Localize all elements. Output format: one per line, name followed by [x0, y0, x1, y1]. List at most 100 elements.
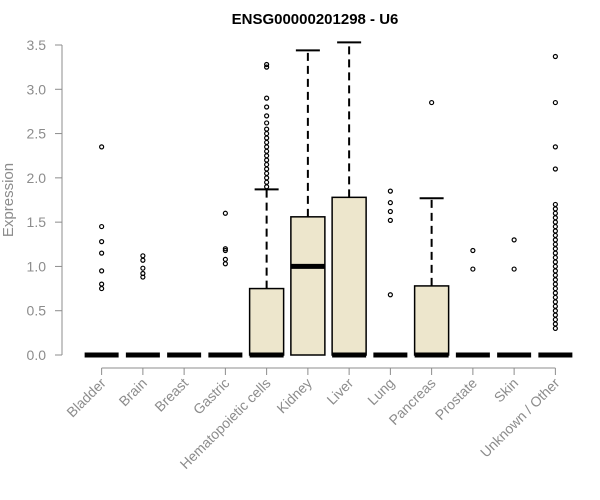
box-6 — [290, 49, 326, 356]
outlier-point — [99, 250, 105, 256]
outlier-point — [552, 99, 558, 106]
outlier-point — [552, 263, 558, 270]
outlier-point — [264, 179, 270, 185]
outlier-point — [222, 247, 228, 254]
outlier-point — [429, 99, 435, 106]
outlier-point — [511, 266, 517, 272]
x-tick-label: Kidney — [273, 375, 315, 417]
outlier-point — [387, 292, 393, 298]
outlier-point — [264, 95, 270, 101]
outlier-point — [264, 135, 270, 141]
outlier-point — [552, 321, 558, 327]
outlier-point — [264, 139, 270, 146]
outlier-point — [264, 61, 270, 68]
box-7 — [331, 41, 367, 358]
box-4 — [208, 210, 243, 358]
outlier-point — [552, 312, 558, 318]
outlier-point — [264, 170, 270, 177]
outlier-point — [552, 259, 558, 265]
outlier-point — [552, 325, 558, 332]
outlier-point — [552, 277, 558, 283]
outlier-point — [552, 237, 558, 243]
x-tick-label: Breast — [151, 375, 191, 415]
box-body — [331, 196, 367, 356]
outlier-point — [470, 247, 476, 254]
outlier-point — [140, 253, 146, 259]
outlier-point — [264, 148, 270, 154]
box-11 — [497, 237, 532, 358]
box-5 — [248, 61, 285, 358]
outlier-point — [552, 53, 558, 60]
outlier-point — [552, 223, 558, 230]
outlier-point — [552, 210, 558, 216]
outlier-point — [552, 206, 558, 212]
outlier-point — [552, 144, 558, 150]
outlier-point — [552, 241, 558, 247]
outlier-point — [470, 266, 476, 272]
y-axis-ticks: 0.0 0.5 1.0 1.5 2.0 2.5 3.0 3.5 — [27, 37, 62, 363]
outlier-point — [552, 308, 558, 314]
outlier-point — [140, 257, 146, 263]
box-body — [413, 285, 450, 356]
outlier-point — [552, 246, 558, 252]
outlier-point — [552, 250, 558, 256]
y-tick-label: 2.5 — [27, 126, 47, 142]
outlier-point — [552, 281, 558, 287]
outlier-point — [387, 217, 393, 223]
outlier-point — [552, 290, 558, 296]
outlier-point — [387, 200, 393, 206]
box-9 — [413, 99, 450, 358]
outlier-point — [222, 210, 228, 216]
outlier-point — [264, 64, 270, 70]
outlier-point — [99, 144, 105, 150]
outlier-point — [222, 246, 228, 252]
outlier-point — [264, 130, 270, 137]
outlier-point — [264, 144, 270, 150]
outlier-point — [511, 237, 517, 243]
box-body — [248, 287, 285, 356]
box-body — [290, 216, 326, 356]
outlier-point — [264, 113, 270, 119]
y-tick-label: 2.0 — [27, 170, 47, 186]
x-tick-label: Prostate — [432, 375, 480, 423]
outlier-point — [264, 161, 270, 168]
outlier-point — [264, 157, 270, 163]
box-8 — [373, 188, 408, 358]
outlier-point — [552, 299, 558, 305]
outlier-point — [552, 294, 558, 301]
box-12 — [538, 53, 573, 358]
x-tick-label: Bladder — [63, 375, 109, 421]
outlier-point — [264, 120, 270, 126]
outlier-point — [99, 239, 105, 245]
y-tick-label: 3.5 — [27, 37, 47, 53]
outlier-point — [552, 285, 558, 292]
outlier-point — [552, 219, 558, 225]
outlier-point — [264, 166, 270, 172]
x-tick-label: Lung — [364, 375, 397, 408]
outlier-point — [387, 188, 393, 194]
box-2 — [125, 253, 160, 358]
outlier-point — [264, 126, 270, 132]
outlier-point — [552, 215, 558, 221]
y-tick-label: 0.5 — [27, 303, 47, 319]
outlier-point — [552, 316, 558, 323]
x-tick-label: Skin — [491, 375, 522, 406]
outlier-point — [552, 232, 558, 239]
outlier-point — [264, 175, 270, 181]
outlier-point — [222, 256, 228, 262]
outlier-point — [222, 261, 228, 267]
box-1 — [84, 144, 119, 358]
chart-title: ENSG00000201298 - U6 — [232, 11, 399, 28]
outlier-point — [552, 268, 558, 274]
outlier-point — [264, 153, 270, 159]
outlier-point — [264, 104, 270, 110]
x-tick-label: Brain — [116, 375, 150, 409]
outlier-point — [552, 201, 558, 208]
boxes-group — [84, 41, 573, 358]
y-tick-label: 1.0 — [27, 258, 47, 274]
outlier-point — [99, 223, 105, 230]
box-10 — [455, 247, 490, 358]
outlier-point — [99, 268, 105, 274]
